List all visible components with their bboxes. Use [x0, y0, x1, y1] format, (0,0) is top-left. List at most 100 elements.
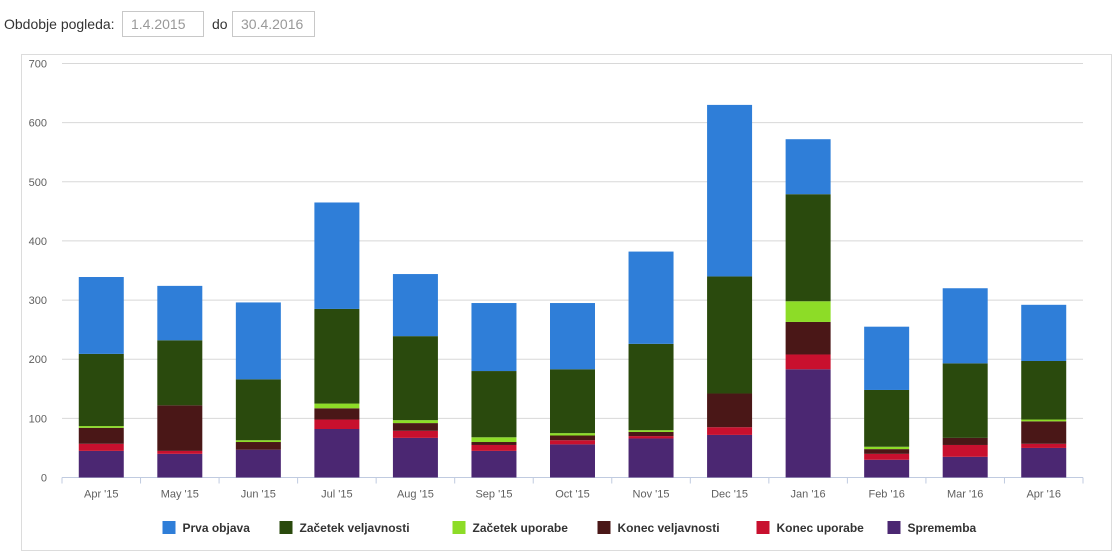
- bar-segment: [785, 321, 831, 355]
- bar-segment: [707, 104, 753, 277]
- bar-segment: [392, 420, 438, 424]
- bar-segment: [1021, 443, 1067, 448]
- bar-segment: [628, 431, 674, 437]
- bar-segment: [157, 405, 203, 451]
- bar-segment: [78, 450, 124, 478]
- bar-segment: [471, 371, 517, 438]
- bar-segment: [471, 444, 517, 451]
- date-range-filter: Obdobje pogleda: do: [0, 0, 1116, 50]
- x-tick-label: Feb '16: [868, 489, 904, 501]
- bar-segment: [235, 379, 281, 441]
- x-tick-label: Oct '15: [555, 489, 590, 501]
- bar-segment: [707, 276, 753, 394]
- bar-segment: [392, 336, 438, 421]
- y-tick-label: 600: [29, 118, 47, 130]
- x-tick-label: Sep '15: [475, 489, 512, 501]
- x-tick-label: Aug '15: [397, 489, 434, 501]
- x-tick-label: Jul '15: [321, 489, 352, 501]
- bar-segment: [628, 436, 674, 439]
- bar-segment: [628, 251, 674, 344]
- bar-segment: [78, 443, 124, 451]
- bar-segment: [942, 444, 988, 457]
- bar-segment: [707, 427, 753, 435]
- date-from-input[interactable]: [122, 11, 204, 37]
- bar-segment: [314, 308, 360, 404]
- bar-segment: [628, 430, 674, 432]
- bar-segment: [471, 437, 517, 443]
- bar-segment: [235, 449, 281, 478]
- bar-segment: [1021, 304, 1067, 361]
- bar-segment: [157, 285, 203, 341]
- bar-segment: [471, 450, 517, 478]
- bar-segment: [392, 423, 438, 431]
- bar-segment: [550, 369, 595, 434]
- bar-segment: [550, 433, 595, 436]
- bar-segment: [1021, 447, 1067, 478]
- bar-segment: [864, 459, 910, 478]
- bar-segment: [78, 426, 124, 428]
- bar-segment: [550, 444, 595, 478]
- bar-segment: [157, 453, 203, 478]
- legend-label: Konec uporabe: [777, 521, 865, 535]
- x-tick-label: Dec '15: [711, 489, 748, 501]
- bar-segment: [157, 340, 203, 406]
- bar-segment: [1021, 419, 1067, 422]
- filter-label: Obdobje pogleda:: [4, 16, 115, 32]
- bar-segment: [942, 437, 988, 445]
- bar-segment: [314, 403, 360, 409]
- bar-segment: [942, 456, 988, 478]
- x-tick-label: Jun '15: [241, 489, 276, 501]
- bar-segment: [157, 450, 203, 454]
- bar-segment: [785, 301, 831, 322]
- bar-segment: [628, 438, 674, 478]
- y-tick-label: 700: [29, 59, 47, 71]
- bar-segment: [707, 393, 753, 428]
- x-tick-label: Mar '16: [947, 489, 983, 501]
- bar-segment: [235, 302, 281, 380]
- bar-segment: [392, 274, 438, 337]
- bar-segment: [78, 427, 124, 444]
- bar-segment: [78, 277, 124, 354]
- bar-segment: [392, 437, 438, 478]
- bar-segment: [235, 440, 281, 443]
- bar-segment: [471, 303, 517, 372]
- bar-segment: [864, 449, 910, 454]
- bar-segment: [235, 442, 281, 450]
- bar-segment: [550, 435, 595, 441]
- bar-segment: [1021, 421, 1067, 444]
- legend-label: Sprememba: [908, 521, 977, 535]
- bar-segment: [550, 440, 595, 445]
- bar-segment: [942, 288, 988, 364]
- y-tick-label: 0: [41, 473, 47, 485]
- bar-segment: [78, 353, 124, 427]
- x-tick-label: Jan '16: [791, 489, 826, 501]
- date-separator-label: do: [212, 16, 228, 32]
- x-tick-label: Apr '16: [1026, 489, 1061, 501]
- legend-label: Prva objava: [183, 521, 251, 535]
- bar-segment: [864, 446, 910, 450]
- legend-swatch: [162, 521, 176, 534]
- bar-segment: [707, 434, 753, 478]
- legend-swatch: [279, 521, 293, 534]
- date-to-input[interactable]: [232, 11, 315, 37]
- bar-segment: [314, 408, 360, 420]
- bar-segment: [864, 326, 910, 390]
- bar-segment: [550, 303, 595, 370]
- bar-segment: [785, 369, 831, 478]
- legend-label: Konec veljavnosti: [618, 521, 720, 535]
- bar-segment: [314, 419, 360, 430]
- bar-segment: [942, 363, 988, 438]
- y-tick-label: 500: [29, 177, 47, 189]
- y-tick-label: 100: [29, 413, 47, 425]
- bar-segment: [785, 354, 831, 370]
- legend-swatch: [887, 521, 901, 534]
- bar-segment: [785, 194, 831, 302]
- bar-segment: [785, 139, 831, 195]
- legend-swatch: [452, 521, 466, 534]
- x-tick-label: May '15: [161, 489, 199, 501]
- y-tick-label: 300: [29, 295, 47, 307]
- legend-swatch: [597, 521, 611, 534]
- legend-label: Začetek uporabe: [473, 521, 569, 535]
- y-tick-label: 400: [29, 236, 47, 248]
- bar-segment: [314, 202, 360, 309]
